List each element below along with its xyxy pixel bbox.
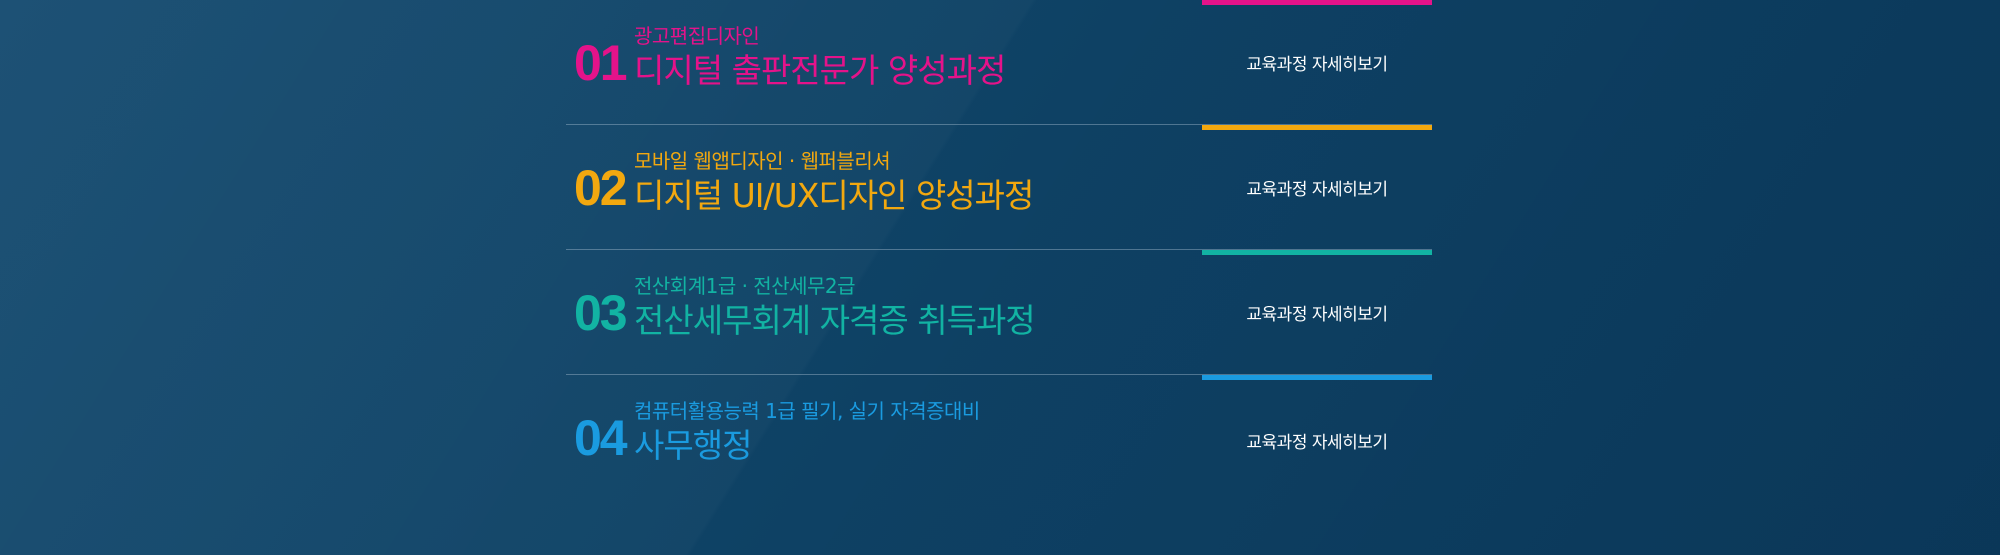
accent-bar — [1202, 0, 1432, 5]
course-number: 04 — [574, 410, 628, 466]
course-title: 사무행정 — [634, 426, 752, 465]
accent-bar — [1202, 375, 1432, 380]
accent-bar — [1202, 125, 1432, 130]
course-title: 디지털 출판전문가 양성과정 — [634, 51, 1006, 90]
course-number: 03 — [574, 285, 628, 341]
accent-bar — [1202, 250, 1432, 255]
course-subtitle: 컴퓨터활용능력 1급 필기, 실기 자격증대비 — [634, 399, 980, 423]
course-detail-link[interactable]: 교육과정 자세히보기 — [1246, 432, 1388, 453]
course-title: 디지털 UI/UX디자인 양성과정 — [634, 176, 1034, 215]
course-subtitle: 모바일 웹앱디자인 · 웹퍼블리셔 — [634, 149, 891, 173]
course-title: 전산세무회계 자격증 취득과정 — [634, 301, 1036, 340]
course-list: 01 광고편집디자인 디지털 출판전문가 양성과정 교육과정 자세히보기 02 … — [566, 0, 1432, 500]
course-detail-link[interactable]: 교육과정 자세히보기 — [1246, 179, 1388, 200]
course-subtitle: 전산회계1급 · 전산세무2급 — [634, 274, 856, 298]
course-detail-link[interactable]: 교육과정 자세히보기 — [1246, 54, 1388, 75]
course-detail-cell: 교육과정 자세히보기 — [1202, 125, 1432, 249]
course-detail-cell: 교육과정 자세히보기 — [1202, 0, 1432, 124]
course-detail-link[interactable]: 교육과정 자세히보기 — [1246, 304, 1388, 325]
course-row: 03 전산회계1급 · 전산세무2급 전산세무회계 자격증 취득과정 교육과정 … — [566, 250, 1432, 375]
course-row: 01 광고편집디자인 디지털 출판전문가 양성과정 교육과정 자세히보기 — [566, 0, 1432, 125]
course-row: 04 컴퓨터활용능력 1급 필기, 실기 자격증대비 사무행정 교육과정 자세히… — [566, 375, 1432, 505]
course-subtitle: 광고편집디자인 — [634, 24, 760, 48]
course-detail-cell: 교육과정 자세히보기 — [1202, 250, 1432, 374]
course-row: 02 모바일 웹앱디자인 · 웹퍼블리셔 디지털 UI/UX디자인 양성과정 교… — [566, 125, 1432, 250]
course-number: 02 — [574, 160, 628, 216]
course-detail-cell: 교육과정 자세히보기 — [1202, 375, 1432, 505]
course-number: 01 — [574, 35, 628, 91]
